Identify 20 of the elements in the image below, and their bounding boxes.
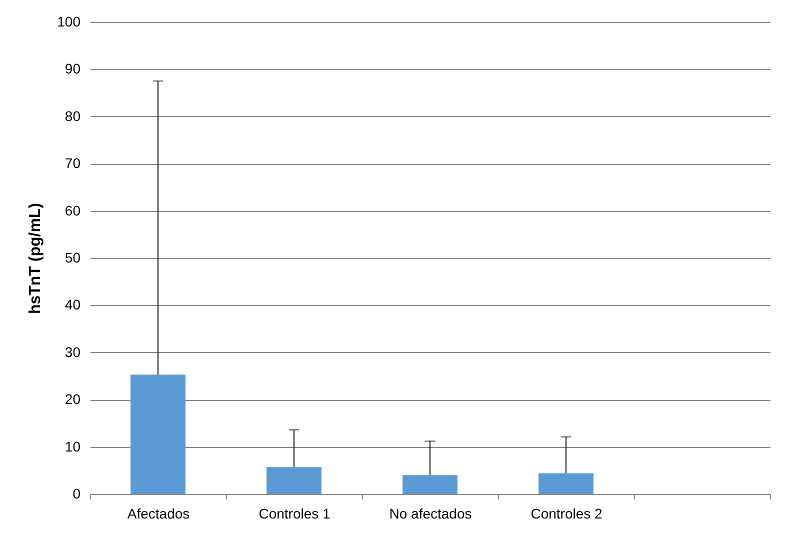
bar: [538, 473, 594, 494]
bar: [402, 475, 458, 494]
y-tick-label: 20: [64, 391, 81, 408]
y-tick-label: 100: [57, 14, 81, 30]
x-tick-label: No afectados: [389, 506, 472, 522]
y-tick-label: 10: [64, 438, 81, 454]
y-tick-label: 50: [64, 250, 81, 266]
y-axis-title: hsTnT (pg/mL): [27, 202, 44, 314]
y-tick-label: 40: [64, 296, 81, 313]
y-tick-label: 90: [64, 60, 81, 77]
x-tick-label: Controles 2: [530, 506, 603, 522]
x-tick-label: Controles 1: [258, 506, 331, 522]
bar: [130, 374, 186, 494]
y-tick-label: 30: [64, 344, 81, 360]
y-tick-label: 80: [64, 108, 81, 124]
y-tick-label: 70: [64, 155, 81, 172]
bar: [266, 467, 322, 494]
x-tick-label: Afectados: [127, 506, 190, 522]
y-tick-label: 0: [72, 486, 81, 502]
y-tick-label: 60: [64, 202, 81, 218]
